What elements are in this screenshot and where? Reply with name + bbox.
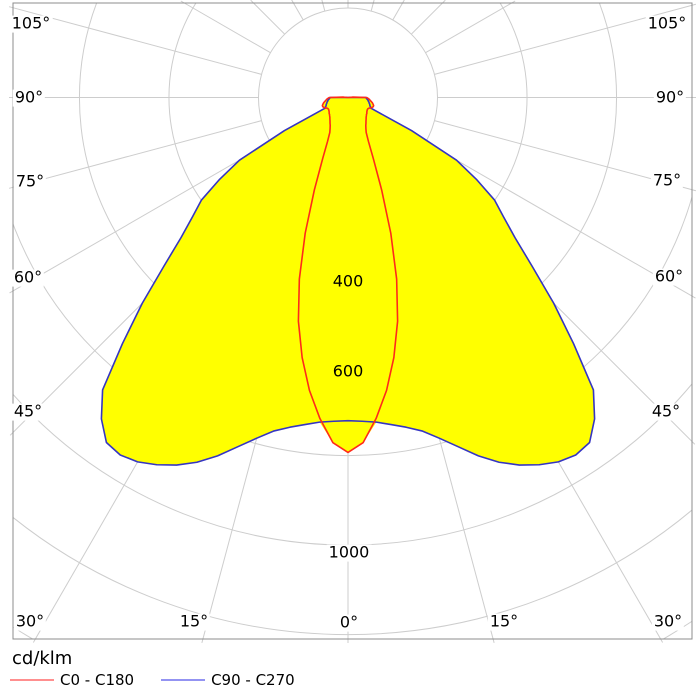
spoke-line <box>425 141 696 299</box>
legend-line-c90-c270-icon <box>161 679 206 681</box>
legend-item-c90-c270: C90 - C270 <box>161 671 295 689</box>
legend-label-c90-c270: C90 - C270 <box>211 671 295 689</box>
legend-line-c0-c180-icon <box>10 679 54 681</box>
curve-c90-c270 <box>100 96 596 466</box>
spoke-line <box>9 120 262 189</box>
spoke-line <box>370 0 375 12</box>
spoke-line <box>180 0 271 54</box>
legend-item-c0-c180: C0 - C180 <box>10 671 134 689</box>
spoke-line <box>321 0 326 12</box>
curve-c0-c180 <box>297 96 399 454</box>
legend-label-c0-c180: C0 - C180 <box>60 671 135 689</box>
spoke-line <box>425 0 516 54</box>
spoke-line <box>250 0 286 35</box>
spoke-line <box>410 0 446 35</box>
unit-label: cd/klm <box>12 648 73 669</box>
spoke-line <box>9 141 271 294</box>
plot-frame <box>12 2 693 640</box>
legend: C0 - C180 C90 - C270 <box>10 671 322 689</box>
